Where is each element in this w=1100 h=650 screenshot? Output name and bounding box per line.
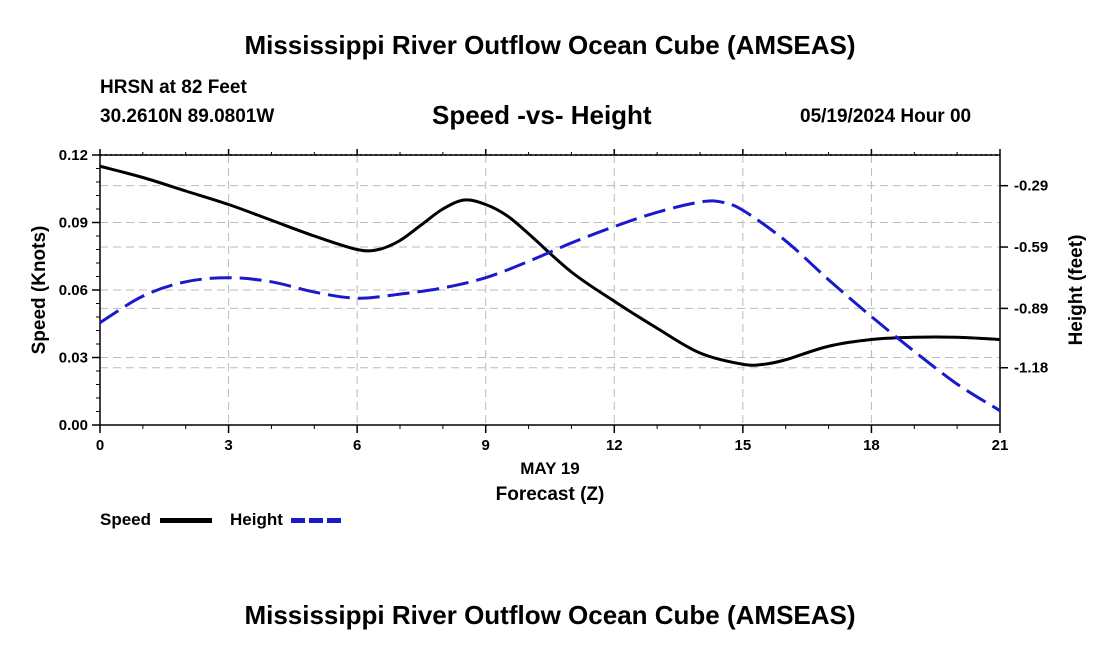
y-tick-label: 0.06: [59, 282, 88, 299]
y-tick-label: 0.12: [59, 147, 88, 164]
x-tick-label: 6: [353, 437, 361, 454]
x-tick-label: 15: [735, 437, 752, 454]
x-tick-label: 21: [992, 437, 1009, 454]
legend-speed-label: Speed: [100, 510, 152, 529]
y2-tick-label: -0.59: [1014, 239, 1048, 256]
x-tick-label: 3: [224, 437, 232, 454]
legend-speed-swatch: [160, 518, 212, 523]
y2-tick-label: -0.29: [1014, 178, 1048, 195]
x-axis-date-label: MAY 19: [520, 459, 580, 478]
x-tick-label: 18: [863, 437, 880, 454]
station-label: HRSN at 82 Feet: [100, 77, 247, 98]
footer-title: Mississippi River Outflow Ocean Cube (AM…: [244, 600, 856, 630]
x-axis-label: Forecast (Z): [496, 484, 605, 505]
series-line-height: [99, 199, 1001, 412]
series-line-speed: [99, 164, 1001, 367]
location-label: 30.2610N 89.0801W: [100, 106, 275, 127]
chart-subtitle: Speed -vs- Height: [432, 100, 652, 130]
x-tick-label: 0: [96, 437, 104, 454]
legend-height-swatch: [291, 518, 343, 523]
y2-tick-label: -0.89: [1014, 300, 1048, 317]
speed-height-chart: 0 3 6 9 12 15 18 21 0.00 0.03 0.06 0.09 0.12 -0.29 -0.…: [29, 147, 1087, 505]
x-tick-label: 12: [606, 437, 623, 454]
legend-height-label: Height: [230, 510, 283, 529]
y-tick-label: 0.09: [59, 215, 88, 232]
x-tick-label: 9: [482, 437, 490, 454]
y2-axis-label: Height (feet): [1066, 235, 1087, 346]
y2-tick-label: -1.18: [1014, 360, 1048, 377]
y-axis-label: Speed (Knots): [29, 226, 50, 355]
datetime-label: 05/19/2024 Hour 00: [800, 106, 972, 127]
chart-title: Mississippi River Outflow Ocean Cube (AM…: [244, 30, 856, 60]
y-tick-label: 0.00: [59, 417, 88, 434]
y-tick-label: 0.03: [59, 350, 88, 367]
